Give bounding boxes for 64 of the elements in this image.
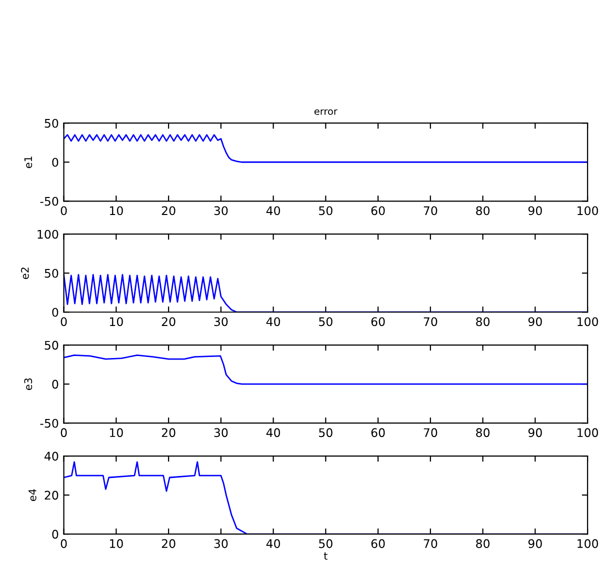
x-tick-label: 20 (162, 206, 176, 216)
x-tick-label: 30 (214, 539, 228, 548)
y-tick-label: -50 (40, 196, 58, 206)
y-tick-label: 50 (44, 118, 58, 128)
y-axis-title: e4 (28, 489, 36, 501)
x-tick-label: 0 (60, 317, 67, 326)
x-tick-label: 40 (266, 539, 280, 548)
x-tick-label: 0 (60, 428, 67, 438)
x-tick-label: 100 (578, 317, 598, 326)
x-tick-label: 40 (266, 428, 280, 438)
chart-title: error (314, 109, 338, 115)
x-tick-label: 70 (424, 317, 438, 326)
y-tick-label: 50 (44, 340, 58, 350)
y-axis-title: e2 (20, 268, 29, 280)
y-tick-label: 0 (52, 380, 58, 389)
x-tick-label: 60 (371, 317, 385, 326)
x-tick-label: 40 (266, 317, 280, 326)
x-tick-label: 60 (371, 428, 385, 438)
y-axis-title: e3 (24, 378, 32, 390)
x-tick-label: 80 (476, 206, 490, 216)
x-tick-label: 100 (578, 539, 598, 548)
y-tick-label: -50 (40, 418, 58, 428)
y-tick-label: 0 (52, 308, 58, 317)
x-tick-label: 10 (110, 317, 123, 326)
x-tick-label: 80 (476, 317, 490, 326)
x-tick-label: 100 (578, 428, 598, 438)
y-tick-label: 0 (52, 158, 58, 167)
x-tick-label: 30 (214, 428, 228, 438)
x-tick-label: 70 (424, 428, 438, 438)
x-tick-label: 0 (60, 539, 67, 548)
y-tick-label: 50 (44, 268, 58, 278)
x-tick-label: 20 (162, 428, 176, 438)
x-tick-label: 60 (371, 539, 385, 548)
x-tick-label: 50 (319, 317, 332, 326)
x-tick-label: 70 (424, 539, 438, 548)
x-tick-label: 50 (319, 539, 332, 548)
x-tick-label: 50 (319, 428, 332, 438)
y-axis-title: e1 (24, 156, 32, 168)
y-tick-label: 0 (52, 530, 58, 539)
x-tick-label: 10 (110, 539, 123, 548)
y-tick-label: 20 (44, 490, 58, 500)
x-tick-label: 70 (424, 206, 438, 216)
x-tick-label: 80 (476, 428, 490, 438)
x-tick-label: 0 (60, 206, 67, 216)
x-tick-label: 90 (528, 206, 542, 216)
y-tick-label: 40 (44, 452, 58, 461)
x-tick-label: 40 (266, 206, 280, 216)
x-tick-label: 60 (371, 206, 385, 216)
line-series (64, 354, 588, 385)
x-tick-label: 30 (214, 317, 228, 326)
x-tick-label: 90 (528, 317, 542, 326)
line-series (64, 134, 588, 163)
x-axis-title: t (324, 552, 328, 560)
y-tick-label: 100 (38, 230, 58, 239)
x-tick-label: 50 (319, 206, 332, 216)
x-tick-label: 80 (476, 539, 490, 548)
x-tick-label: 10 (110, 206, 123, 216)
x-tick-label: 20 (162, 539, 176, 548)
x-tick-label: 20 (162, 317, 176, 326)
x-tick-label: 90 (528, 539, 542, 548)
x-tick-label: 90 (528, 428, 542, 438)
x-tick-label: 100 (578, 206, 598, 216)
x-tick-label: 30 (214, 206, 228, 216)
x-tick-label: 10 (110, 428, 123, 438)
